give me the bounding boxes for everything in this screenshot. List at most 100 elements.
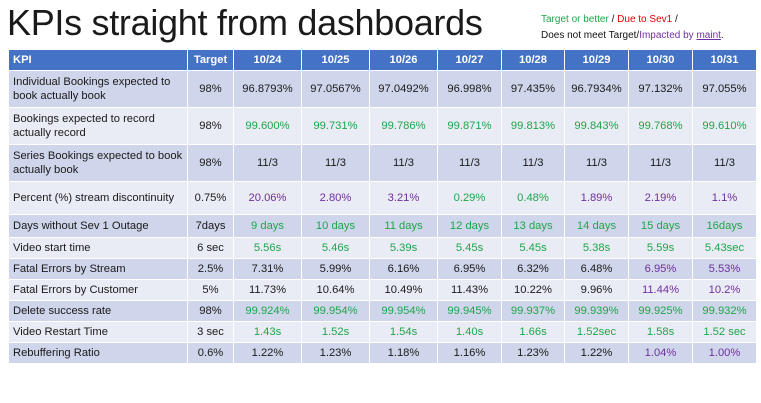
- value-cell: 10 days: [301, 214, 370, 238]
- value-cell: 6.32%: [501, 258, 565, 280]
- status-legend: Target or better / Due to Sev1 / Does no…: [541, 12, 724, 44]
- value-cell: 16days: [692, 214, 757, 238]
- legend-target-or-better: Target or better: [541, 14, 609, 25]
- value-cell: 6.95%: [437, 258, 502, 280]
- value-cell: 3.21%: [369, 181, 438, 215]
- header-date: 10/26: [369, 49, 438, 71]
- value-cell: 11/3: [692, 144, 757, 182]
- table-body: Individual Bookings expected to book act…: [8, 70, 757, 364]
- kpi-name-cell: Bookings expected to record actually rec…: [8, 107, 188, 145]
- value-cell: 5.59s: [628, 237, 693, 259]
- value-cell: 1.23%: [301, 342, 370, 364]
- kpi-name-cell: Series Bookings expected to book actuall…: [8, 144, 188, 182]
- value-cell: 9.96%: [564, 279, 629, 301]
- value-cell: 2.19%: [628, 181, 693, 215]
- value-cell: 5.53%: [692, 258, 757, 280]
- target-cell: 2.5%: [187, 258, 234, 280]
- value-cell: 11/3: [437, 144, 502, 182]
- value-cell: 96.8793%: [233, 70, 302, 108]
- value-cell: 1.54s: [369, 321, 438, 343]
- value-cell: 1.04%: [628, 342, 693, 364]
- value-cell: 11.73%: [233, 279, 302, 301]
- value-cell: 97.0567%: [301, 70, 370, 108]
- value-cell: 11.43%: [437, 279, 502, 301]
- legend-line-2-end: .: [720, 30, 724, 41]
- value-cell: 97.132%: [628, 70, 693, 108]
- legend-does-not-meet: Does not meet Target/: [541, 30, 640, 41]
- kpi-name-cell: Fatal Errors by Customer: [8, 279, 188, 301]
- kpi-name-cell: Percent (%) stream discontinuity: [8, 181, 188, 215]
- value-cell: 1.22%: [233, 342, 302, 364]
- value-cell: 11/3: [369, 144, 438, 182]
- value-cell: 5.99%: [301, 258, 370, 280]
- value-cell: 1.52sec: [564, 321, 629, 343]
- target-cell: 3 sec: [187, 321, 234, 343]
- legend-impacted-by: Impacted by: [639, 30, 697, 41]
- value-cell: 99.954%: [369, 300, 438, 322]
- header-target: Target: [187, 49, 234, 71]
- kpi-name-cell: Individual Bookings expected to book act…: [8, 70, 188, 108]
- value-cell: 0.48%: [501, 181, 565, 215]
- value-cell: 1.66s: [501, 321, 565, 343]
- value-cell: 99.945%: [437, 300, 502, 322]
- legend-due-to-sev1: Due to Sev1: [617, 14, 673, 25]
- legend-line-1: Target or better / Due to Sev1 /: [541, 12, 724, 28]
- value-cell: 5.43sec: [692, 237, 757, 259]
- value-cell: 97.435%: [501, 70, 565, 108]
- table-row: Rebuffering Ratio 0.6% 1.22% 1.23% 1.18% 1.16…: [8, 342, 757, 364]
- table-row: Individual Bookings expected to book act…: [8, 70, 757, 108]
- table-row: Fatal Errors by Stream 2.5% 7.31% 5.99% 6.16…: [8, 258, 757, 280]
- value-cell: 11/3: [501, 144, 565, 182]
- value-cell: 99.600%: [233, 107, 302, 145]
- table-row: Percent (%) stream discontinuity 0.75% 20.…: [8, 181, 757, 215]
- value-cell: 99.843%: [564, 107, 629, 145]
- slide-title: KPIs straight from dashboards: [7, 2, 483, 43]
- table-row: Video Restart Time 3 sec 1.43s 1.52s 1.54s 1.…: [8, 321, 757, 343]
- value-cell: 11/3: [564, 144, 629, 182]
- value-cell: 2.80%: [301, 181, 370, 215]
- table-header-row: KPI Target 10/24 10/25 10/26 10/27 10/28…: [8, 49, 757, 71]
- header-date: 10/27: [437, 49, 502, 71]
- value-cell: 99.786%: [369, 107, 438, 145]
- kpi-name-cell: Video start time: [8, 237, 188, 259]
- value-cell: 96.998%: [437, 70, 502, 108]
- table-row: Fatal Errors by Customer 5% 11.73% 10.64% 10…: [8, 279, 757, 301]
- value-cell: 97.055%: [692, 70, 757, 108]
- header-date: 10/29: [564, 49, 629, 71]
- value-cell: 5.39s: [369, 237, 438, 259]
- value-cell: 5.45s: [437, 237, 502, 259]
- header-date: 10/31: [692, 49, 757, 71]
- value-cell: 99.871%: [437, 107, 502, 145]
- value-cell: 10.22%: [501, 279, 565, 301]
- value-cell: 13 days: [501, 214, 565, 238]
- value-cell: 14 days: [564, 214, 629, 238]
- kpi-name-cell: Video Restart Time: [8, 321, 188, 343]
- value-cell: 10.2%: [692, 279, 757, 301]
- value-cell: 99.939%: [564, 300, 629, 322]
- value-cell: 0.29%: [437, 181, 502, 215]
- value-cell: 99.932%: [692, 300, 757, 322]
- value-cell: 99.954%: [301, 300, 370, 322]
- value-cell: 99.768%: [628, 107, 693, 145]
- value-cell: 1.22%: [564, 342, 629, 364]
- target-cell: 7days: [187, 214, 234, 238]
- value-cell: 99.813%: [501, 107, 565, 145]
- value-cell: 7.31%: [233, 258, 302, 280]
- value-cell: 6.48%: [564, 258, 629, 280]
- value-cell: 11/3: [628, 144, 693, 182]
- target-cell: 0.6%: [187, 342, 234, 364]
- value-cell: 11/3: [301, 144, 370, 182]
- header-date: 10/28: [501, 49, 565, 71]
- value-cell: 5.56s: [233, 237, 302, 259]
- value-cell: 15 days: [628, 214, 693, 238]
- target-cell: 5%: [187, 279, 234, 301]
- table-row: Delete success rate 98% 99.924% 99.954% 99.9…: [8, 300, 757, 322]
- value-cell: 1.23%: [501, 342, 565, 364]
- value-cell: 11/3: [233, 144, 302, 182]
- value-cell: 1.89%: [564, 181, 629, 215]
- value-cell: 97.0492%: [369, 70, 438, 108]
- header-date: 10/30: [628, 49, 693, 71]
- target-cell: 6 sec: [187, 237, 234, 259]
- legend-maint: maint: [696, 30, 721, 41]
- value-cell: 11.44%: [628, 279, 693, 301]
